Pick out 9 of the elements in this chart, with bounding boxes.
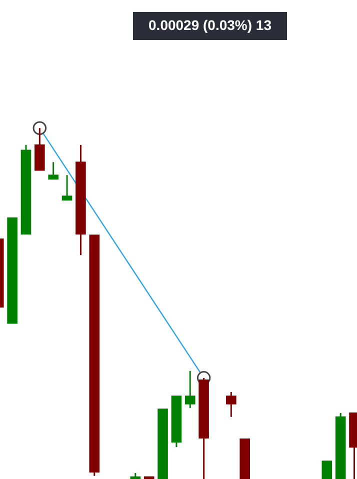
candlestick [184,370,196,409]
candlestick [240,438,250,479]
text: 0.00029 (0.03%) 13 [148,17,272,33]
candlestick [144,476,154,479]
candlestick [158,408,168,479]
candlestick [48,161,58,180]
candlestick [322,460,332,479]
candlestick [7,217,18,324]
candlestick [226,391,236,418]
